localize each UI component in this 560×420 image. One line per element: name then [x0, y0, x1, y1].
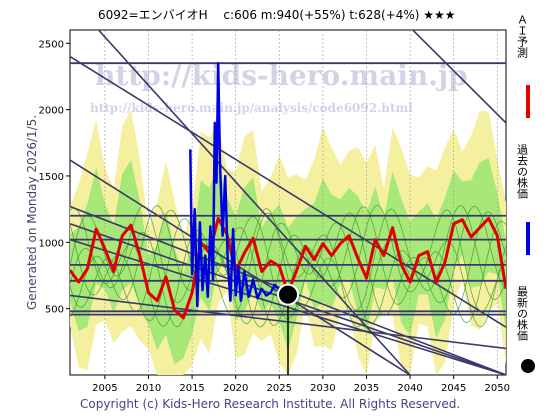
x-tick-label: 2015: [179, 383, 204, 394]
x-tick-label: 2030: [310, 383, 335, 394]
y-tick-label: 1500: [39, 172, 64, 183]
legend-label-price: 過去の株価: [516, 144, 529, 199]
x-tick-label: 2025: [267, 383, 292, 394]
trend-line: [411, 30, 506, 124]
x-tick-label: 2005: [92, 383, 117, 394]
x-tick-label: 2020: [223, 383, 248, 394]
copyright-text: Copyright (c) Kids-Hero Research Institu…: [80, 397, 460, 411]
x-tick-label: 2040: [397, 383, 422, 394]
y-tick-label: 2000: [39, 106, 64, 117]
plot-area: http://kids-hero.main.jp http://kids-her…: [70, 30, 506, 375]
trend-line: [70, 55, 506, 328]
watermark-sub: http://kids-hero.main.jp/analysis/code60…: [90, 101, 413, 115]
y-tick-label: 1000: [39, 238, 64, 249]
latest-price-marker: [277, 283, 299, 306]
generated-date-label: Generated on Monday 2026/1/5.: [25, 115, 39, 310]
y-axis: 500 1000 1500 2000 2500: [39, 39, 70, 316]
legend-label-ai: ＡＩ予測: [516, 14, 529, 59]
x-tick-label: 2035: [354, 383, 379, 394]
legend-label-latest: 最新の株価: [516, 286, 529, 341]
legend-swatch-latest: [521, 359, 535, 373]
cycle-line: [70, 205, 506, 325]
x-tick-label: 2010: [136, 383, 161, 394]
x-tick-label: 2050: [485, 383, 510, 394]
y-tick-label: 2500: [39, 39, 64, 50]
price-history-line: [189, 61, 289, 308]
x-axis: 2005 2010 2015 2020 2025 2030 2035 2040 2045 2050: [92, 375, 510, 394]
y-tick-label: 500: [45, 305, 64, 316]
chart-title: 6092=エンバイオH c:606 m:940(+55%) t:628(+4%)…: [98, 8, 456, 22]
trend-line: [70, 159, 411, 375]
watermark-main: http://kids-hero.main.jp: [95, 59, 468, 92]
cycle-line: [70, 205, 506, 328]
x-tick-label: 2045: [441, 383, 466, 394]
